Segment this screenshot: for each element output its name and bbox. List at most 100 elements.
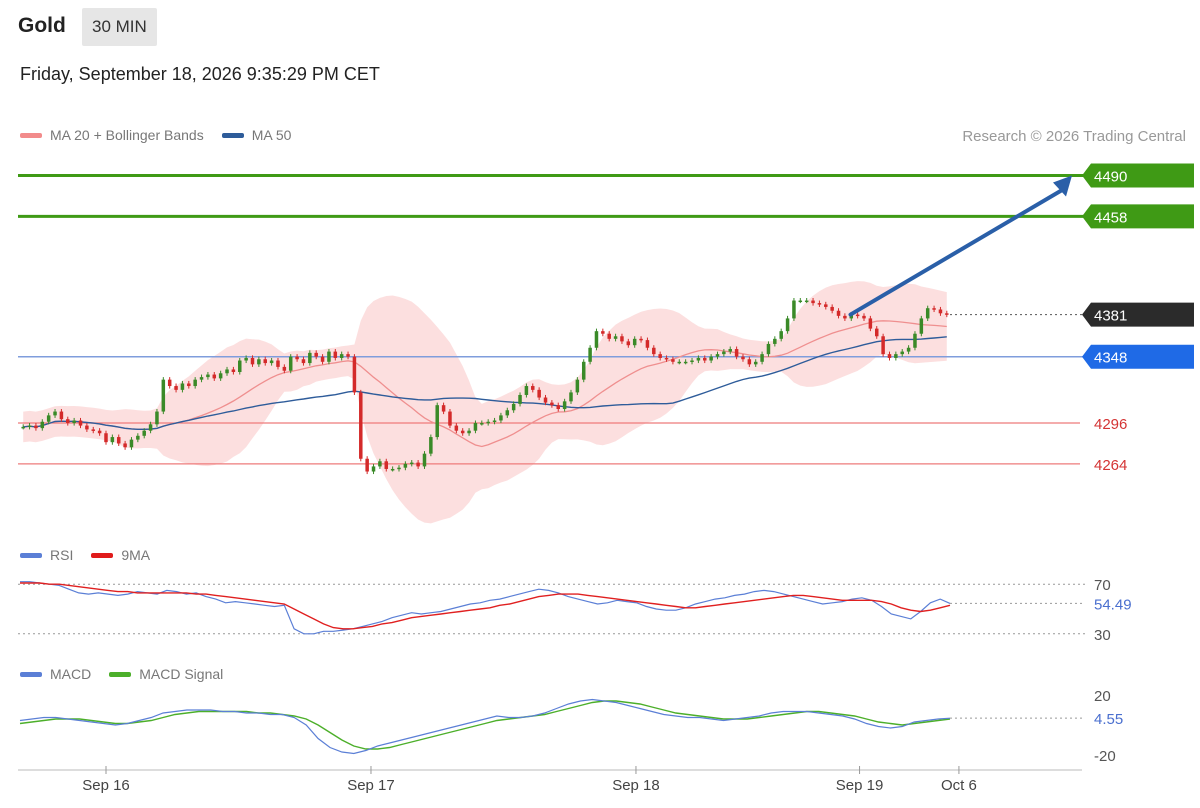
candle-body: [390, 468, 395, 471]
legend-label: RSI: [50, 547, 74, 563]
candle-body: [798, 300, 803, 303]
candle-body: [652, 347, 656, 355]
candle-body: [371, 466, 376, 472]
candle-body: [167, 379, 172, 387]
candle-body: [308, 352, 312, 364]
candle-body: [282, 366, 287, 371]
candle-body: [34, 425, 38, 429]
candle-body: [658, 354, 662, 358]
timeframe-button[interactable]: 30 MIN: [82, 8, 157, 46]
candle-body: [78, 420, 83, 426]
candle-body: [734, 349, 739, 357]
support-label-4264: 4264: [1094, 457, 1127, 474]
candle-body: [664, 357, 669, 360]
legend-rsi[interactable]: RSI: [20, 547, 73, 563]
candle-body: [747, 359, 752, 365]
candle-body: [269, 360, 274, 364]
price-tag-4490: 4490: [1082, 163, 1194, 188]
candle-body: [91, 429, 96, 431]
candle-body: [836, 310, 841, 316]
candle-body: [238, 360, 242, 372]
candle-body: [441, 405, 446, 412]
candle-body: [932, 308, 936, 310]
candle-body: [607, 333, 611, 339]
candle-body: [104, 433, 108, 443]
legend-ma50[interactable]: MA 50: [221, 127, 291, 143]
macd-line: [19, 698, 951, 755]
candle-body: [945, 313, 949, 315]
candle-body: [257, 359, 261, 365]
candle-body: [416, 462, 420, 467]
candle-body: [250, 357, 255, 365]
candle-body: [301, 359, 306, 364]
candle-body: [849, 314, 854, 319]
macd-legend: MACD MACD Signal: [20, 666, 241, 682]
candle-body: [403, 463, 408, 468]
price-tag-shape: [1082, 163, 1194, 188]
candle-body: [760, 354, 764, 362]
legend-rsi-9ma[interactable]: 9MA: [91, 547, 150, 563]
candle-body: [486, 421, 490, 424]
candle-body: [155, 411, 159, 425]
forecast-arrow: [848, 187, 1065, 317]
candle-body: [677, 361, 682, 364]
candle-body: [569, 392, 573, 402]
candle-body: [925, 308, 930, 319]
candle-body: [804, 300, 809, 303]
candle-body: [824, 304, 828, 307]
macd-level-label: -20: [1094, 748, 1116, 765]
candle-body: [703, 357, 707, 361]
candle-body: [473, 423, 478, 431]
candle-body: [40, 421, 45, 429]
x-tick-label: Sep 19: [836, 777, 884, 794]
candle-body: [575, 379, 580, 393]
candle-body: [435, 405, 439, 438]
legend-swatch: [20, 671, 42, 677]
candle-body: [722, 351, 726, 355]
candle-body: [212, 374, 217, 379]
candle-body: [346, 354, 350, 357]
candle-body: [27, 425, 32, 428]
price-tag-4458: 4458: [1082, 204, 1194, 229]
legend-macd-signal[interactable]: MACD Signal: [109, 666, 223, 682]
price-tag-label: 4381: [1094, 308, 1127, 325]
candle-body: [900, 351, 904, 355]
candle-body: [518, 394, 522, 404]
candle-body: [938, 309, 943, 314]
candle-body: [588, 347, 592, 362]
candle-body: [263, 359, 267, 364]
candle-body: [868, 318, 873, 329]
macd-level-label: 20: [1094, 688, 1111, 705]
candle-body: [537, 389, 541, 398]
candle-body: [620, 336, 624, 342]
legend-swatch: [221, 132, 244, 138]
legend-label: 9MA: [121, 547, 151, 563]
legend-ma20-bollinger[interactable]: MA 20 + Bollinger Bands: [20, 127, 204, 143]
candle-body: [562, 401, 567, 409]
candle-body: [524, 386, 529, 395]
candle-body: [218, 373, 223, 379]
legend-swatch: [109, 671, 132, 677]
candle-body: [690, 360, 694, 363]
legend-swatch: [20, 132, 42, 138]
candle-body: [887, 354, 892, 358]
candle-body: [46, 415, 51, 422]
price-legend: MA 20 + Bollinger Bands MA 50: [20, 127, 309, 143]
candle-body: [21, 426, 25, 429]
rsi-legend: RSI 9MA: [20, 547, 168, 563]
legend-label: MACD: [50, 666, 92, 682]
candle-body: [613, 336, 618, 339]
candle-body: [206, 374, 210, 378]
candle-body: [129, 439, 134, 448]
x-tick-label: Sep 17: [347, 777, 395, 794]
candle-body: [136, 435, 140, 440]
research-credit: Research © 2026 Trading Central: [962, 128, 1186, 145]
candle-body: [709, 356, 713, 361]
legend-macd[interactable]: MACD: [20, 666, 91, 682]
candle-body: [59, 411, 64, 420]
candle-body: [295, 356, 299, 360]
legend-swatch: [20, 552, 42, 558]
candle-body: [148, 424, 153, 431]
candle-body: [556, 405, 561, 409]
